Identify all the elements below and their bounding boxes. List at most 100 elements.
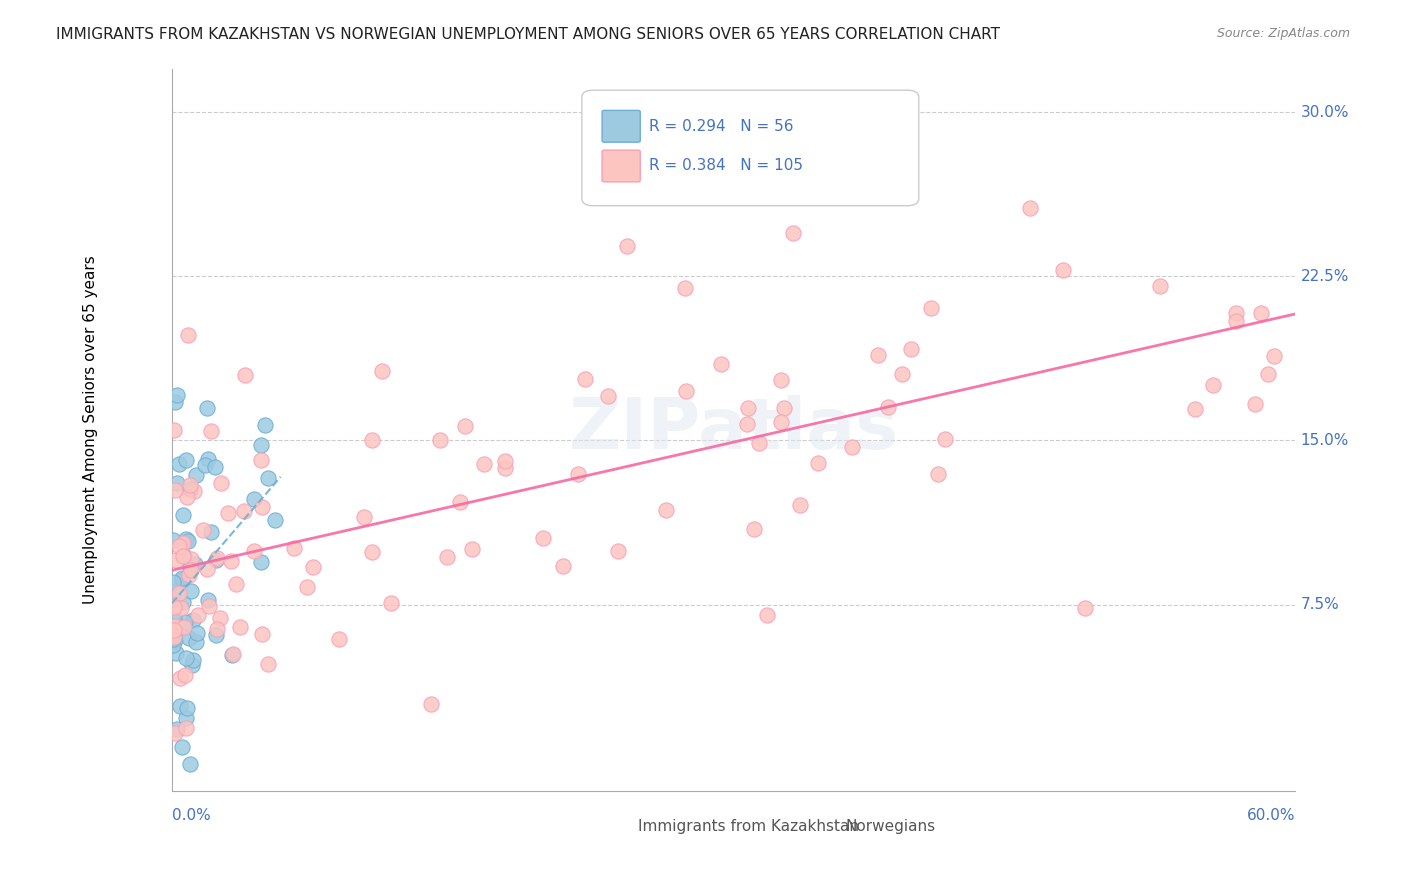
Point <box>163 423 186 437</box>
Text: Source: ZipAtlas.com: Source: ZipAtlas.com <box>1216 27 1350 40</box>
Point <box>174 667 197 681</box>
Point <box>179 567 201 582</box>
Point <box>494 460 516 475</box>
Point <box>574 372 596 386</box>
Point <box>257 471 280 485</box>
Point <box>172 549 194 563</box>
Point <box>250 438 273 452</box>
Point <box>735 417 758 431</box>
Point <box>250 555 273 569</box>
Point <box>165 646 187 660</box>
Point <box>200 525 222 540</box>
Point <box>429 433 451 447</box>
Text: R = 0.294   N = 56: R = 0.294 N = 56 <box>650 119 794 134</box>
Point <box>198 599 221 613</box>
Point <box>436 550 458 565</box>
Point <box>165 726 187 740</box>
Point <box>249 452 271 467</box>
Point <box>163 630 186 644</box>
Point <box>737 401 759 416</box>
Point <box>169 601 191 615</box>
Point <box>371 364 394 378</box>
Point <box>243 491 266 506</box>
FancyBboxPatch shape <box>582 90 918 206</box>
Point <box>179 560 201 574</box>
Point <box>186 625 208 640</box>
Point <box>890 367 912 381</box>
Point <box>748 435 770 450</box>
Point <box>256 657 278 672</box>
Point <box>263 513 285 527</box>
Point <box>900 342 922 356</box>
Text: ZIPatlas: ZIPatlas <box>568 395 898 464</box>
Point <box>419 698 441 712</box>
Point <box>770 415 793 429</box>
Point <box>163 591 186 606</box>
Point <box>243 544 266 558</box>
Point <box>172 595 194 609</box>
Point <box>209 611 232 625</box>
Point <box>807 457 830 471</box>
Text: R = 0.384   N = 105: R = 0.384 N = 105 <box>650 159 803 174</box>
Point <box>361 433 384 447</box>
Point <box>173 620 195 634</box>
Point <box>841 440 863 454</box>
Point <box>770 373 793 387</box>
Point <box>494 454 516 468</box>
Point <box>176 533 198 547</box>
Point <box>187 608 209 623</box>
Point <box>179 482 201 496</box>
Point <box>170 573 193 587</box>
Point <box>1184 402 1206 417</box>
Point <box>207 550 229 565</box>
Point <box>177 631 200 645</box>
Point <box>180 584 202 599</box>
Point <box>174 453 197 467</box>
Point <box>551 558 574 573</box>
Point <box>205 552 228 566</box>
Point <box>1019 201 1042 215</box>
Point <box>454 419 477 434</box>
Point <box>531 531 554 545</box>
Point <box>169 699 191 714</box>
Point <box>165 553 187 567</box>
Point <box>167 586 190 600</box>
Point <box>1250 306 1272 320</box>
Text: 60.0%: 60.0% <box>1247 808 1295 823</box>
Point <box>460 542 482 557</box>
Point <box>209 476 232 491</box>
Point <box>163 633 186 648</box>
Point <box>675 384 697 399</box>
Point <box>166 723 188 737</box>
Text: IMMIGRANTS FROM KAZAKHSTAN VS NORWEGIAN UNEMPLOYMENT AMONG SENIORS OVER 65 YEARS: IMMIGRANTS FROM KAZAKHSTAN VS NORWEGIAN … <box>56 27 1000 42</box>
Point <box>167 457 190 471</box>
Point <box>180 563 202 577</box>
Text: 7.5%: 7.5% <box>1301 597 1340 612</box>
Point <box>673 281 696 295</box>
Text: Norwegians: Norwegians <box>846 819 936 834</box>
Point <box>789 498 811 512</box>
Point <box>174 711 197 725</box>
Point <box>163 483 186 497</box>
Point <box>877 400 900 414</box>
Text: Unemployment Among Seniors over 65 years: Unemployment Among Seniors over 65 years <box>83 255 98 604</box>
Point <box>169 539 191 553</box>
Point <box>176 328 198 343</box>
Point <box>1149 278 1171 293</box>
Point <box>191 523 214 537</box>
Point <box>172 508 194 522</box>
Point <box>225 577 247 591</box>
Point <box>184 468 207 483</box>
Point <box>598 389 620 403</box>
Point <box>165 395 187 409</box>
Point <box>174 651 197 665</box>
Point <box>449 495 471 509</box>
Point <box>166 476 188 491</box>
Point <box>204 459 226 474</box>
Point <box>165 618 187 632</box>
Point <box>181 614 204 628</box>
Point <box>162 583 184 598</box>
Point <box>233 368 256 382</box>
Point <box>166 388 188 402</box>
Point <box>934 432 956 446</box>
